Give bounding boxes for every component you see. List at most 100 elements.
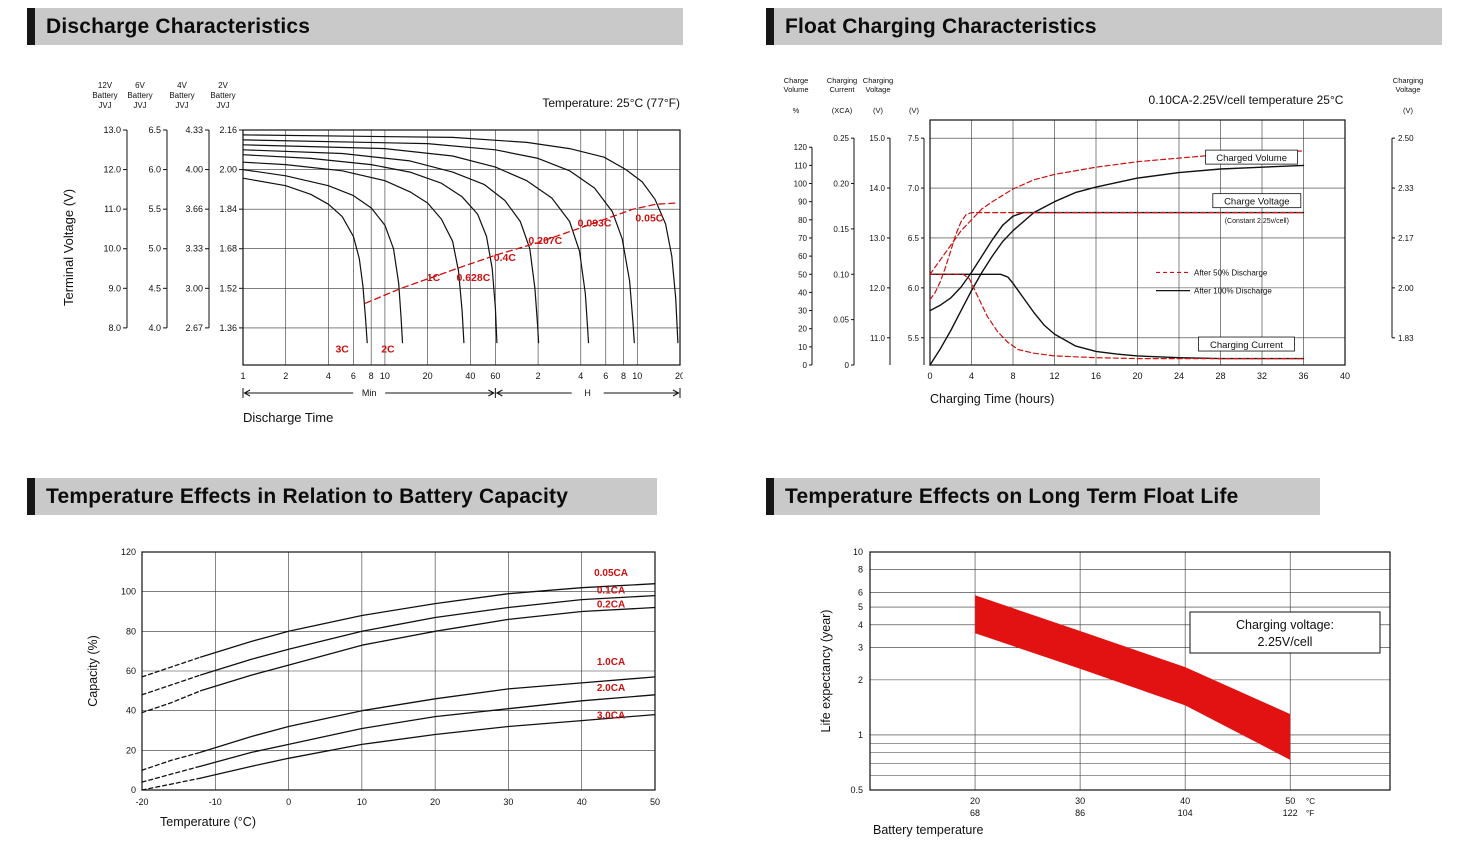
scale-value: 13.0 [103,125,121,135]
scale-value: 6.0 [148,165,161,175]
curve-label: Charged Volume [1216,153,1287,164]
capacity-curve-dashed-0.1CA [141,674,202,696]
scale-value: 0.05 [833,316,849,325]
scale-header: Battery [169,91,194,100]
scale-value: 100 [794,180,808,189]
plot-border [141,551,656,791]
curve-label: 0.05CA [594,568,628,579]
tick-label: 0.5 [850,785,863,795]
scale-header: JVJ [216,101,229,110]
tick-label: 4 [858,620,863,630]
scale-header: 6V [135,81,145,90]
scale-value: 10 [798,343,807,352]
x-axis-title: Charging Time (hours) [930,392,1054,406]
tick-label: 20 [970,796,980,806]
arrowhead [243,389,251,397]
scale-value: 70 [798,234,807,243]
float-charging-title-bar: Float Charging Characteristics [766,8,1442,45]
scale-value: 40 [798,288,807,297]
capacity-curve-0.1CA [199,594,656,676]
scale-value: 50 [798,270,807,279]
series-charging-current-after-100-discharge [929,273,1305,360]
scale-value: 15.0 [869,134,885,143]
capacity-curve-dashed-0.2CA [141,690,202,714]
scale-value: 7.5 [908,134,920,143]
tick-label: 8 [369,371,374,381]
float-life-band [975,595,1291,760]
scale-value: 0.10 [833,270,849,279]
title-accent-bar [766,8,774,45]
scale-value: 80 [798,216,807,225]
float-charging-title: Float Charging Characteristics [785,14,1097,38]
temperature-capacity-chart: -20 -10 0 10 20 30 40 50 0 20 40 60 80 100 120 Capacity… [86,547,660,829]
scale-header: JVJ [175,101,188,110]
scale-value: 3.33 [185,244,203,254]
scale-unit: (XCA) [832,106,853,115]
tick-label: 0 [927,371,932,381]
tick-label: 24 [1174,371,1184,381]
range-label: H [584,388,591,398]
curve-label: 0.2CA [597,600,625,611]
discharge-curve-0.4C [242,149,540,344]
scale-unit: (V) [873,106,884,115]
discharge-title-bar: Discharge Characteristics [27,8,683,45]
title-accent-bar [766,478,774,515]
tick-label: 122 [1283,808,1298,818]
scale-value: 6.5 [148,125,161,135]
scale-value: 2.50 [1398,134,1414,143]
scale-value: 9.0 [108,283,121,293]
scale-value: 6.5 [908,234,920,243]
temperature-capacity-title-bar: Temperature Effects in Relation to Batte… [27,478,657,515]
discharge-curve-1C [242,161,465,344]
fahrenheit-unit-label: °F [1306,809,1314,818]
tick-label: 28 [1215,371,1225,381]
tick-label: 100 [121,587,136,597]
scale-header: Voltage [865,85,890,94]
plot-border [869,551,1391,791]
curve-label: 0.093C [578,217,612,229]
tick-label: 20 [675,371,683,381]
discharge-title: Discharge Characteristics [46,14,311,38]
capacity-curve-dashed-3.0CA [141,777,202,791]
series-charged-volume-after-100-discharge [929,164,1305,366]
y-axis-title: Life expectancy (year) [819,610,833,733]
arrowhead [495,389,503,397]
scale-header: Battery [92,91,117,100]
tick-label: 1 [240,371,245,381]
scale-value: 13.0 [869,234,885,243]
x-axis-title: Battery temperature [873,823,984,837]
scale-header: Charge [784,76,809,85]
tick-label: 6 [858,588,863,598]
legend-label: After 50% Discharge [1194,268,1268,277]
float-life-title: Temperature Effects on Long Term Float L… [785,484,1239,508]
scale-value: 0 [845,361,850,370]
scale-value: 0.25 [833,134,849,143]
scale-value: 0 [803,361,808,370]
tick-label: -10 [209,797,222,807]
label-box [1205,149,1299,165]
tick-label: 2 [283,371,288,381]
tick-label: 32 [1257,371,1267,381]
scale-header: Volume [783,85,808,94]
curve-label: 1C [427,272,441,284]
scale-value: 120 [794,143,808,152]
scale-value: 1.52 [219,283,237,293]
label-box [1198,336,1295,352]
tick-label: 20 [430,797,440,807]
scale-value: 2.33 [1398,184,1414,193]
discharge-characteristics-chart: 1 2 4 6 8 10 20 40 60 2 4 6 8 10 2012VBatteryJVJ13.012… [61,81,683,425]
scale-value: 4.33 [185,125,203,135]
panel-float-charging-characteristics: Float Charging Characteristics 0 4 8 12 16 20… [766,8,1442,453]
scale-header: 4V [177,81,187,90]
float-life-title-bar: Temperature Effects on Long Term Float L… [766,478,1320,515]
tick-label: 86 [1075,808,1085,818]
tick-label: 40 [577,797,587,807]
curve-label: (Constant 2.25v/cell) [1225,218,1289,225]
tick-label: 10 [853,547,863,557]
scale-value: 1.68 [219,244,237,254]
capacity-curve-dashed-2.0CA [141,765,202,783]
tick-label: 60 [490,371,500,381]
scale-value: 5.5 [908,334,920,343]
scale-unit: (V) [1403,106,1414,115]
